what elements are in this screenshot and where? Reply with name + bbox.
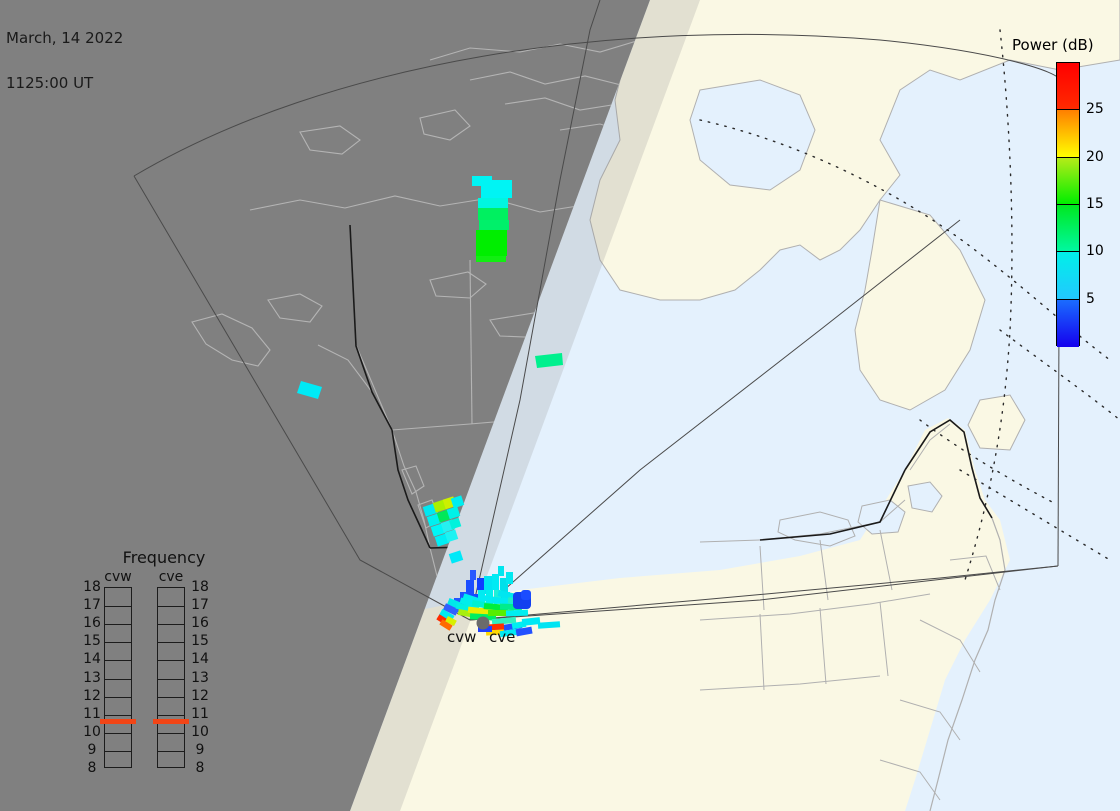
frequency-tick-right-18: 18 <box>191 579 209 595</box>
frequency-gridline-15 <box>105 642 131 644</box>
frequency-gridline-12 <box>105 696 131 698</box>
frequency-tick-left-16: 16 <box>83 615 101 632</box>
power-band-15-20 <box>1057 157 1079 205</box>
frequency-tick-left-10: 10 <box>83 723 101 740</box>
power-legend: Power (dB) 25 20 15 10 5 <box>1012 36 1120 366</box>
day-land-group <box>350 0 1120 811</box>
frequency-tick-right-11: 11 <box>191 705 209 722</box>
frequency-gridline-13 <box>105 678 131 680</box>
frequency-column-label-cve: cve <box>158 569 184 585</box>
frequency-column-label-cvw: cvw <box>104 569 132 585</box>
frequency-gridline-14 <box>158 660 184 662</box>
radar-site-marker <box>476 616 490 630</box>
frequency-gridline-10 <box>105 732 131 734</box>
frequency-tick-right-13: 13 <box>191 669 209 686</box>
frequency-tick-left-12: 12 <box>83 687 101 704</box>
frequency-gridline-10 <box>158 732 184 734</box>
power-tick-10: 10 <box>1086 243 1104 260</box>
power-tick-20: 20 <box>1086 148 1104 165</box>
power-band-20-25 <box>1057 110 1079 158</box>
frequency-tick-right-8: 8 <box>195 760 205 776</box>
frequency-legend: Frequency cvw cve 18 18 17 17 16 16 15 15 14 14 13… <box>83 548 244 780</box>
frequency-gridline-16 <box>158 624 184 626</box>
frequency-tick-left-15: 15 <box>83 633 101 650</box>
frequency-tick-left-14: 14 <box>83 651 101 668</box>
power-band-5-10 <box>1057 252 1079 300</box>
frequency-gridline-15 <box>158 642 184 644</box>
fov-outline <box>133 0 1061 621</box>
timestamp-date: March, 14 2022 <box>6 29 124 47</box>
frequency-gridline-16 <box>105 624 131 626</box>
frequency-gridline-13 <box>158 678 184 680</box>
frequency-tick-right-15: 15 <box>191 633 209 650</box>
frequency-tick-right-16: 16 <box>191 615 209 632</box>
frequency-tick-right-9: 9 <box>195 741 205 758</box>
frequency-gridline-11 <box>105 714 131 716</box>
terminator-band <box>350 0 700 811</box>
frequency-gridline-12 <box>158 696 184 698</box>
power-band-0-5 <box>1057 299 1079 347</box>
power-legend-title: Power (dB) <box>1012 36 1094 54</box>
frequency-tick-left-8: 8 <box>87 760 97 776</box>
frequency-gridline-17 <box>158 606 184 608</box>
frequency-tick-left-13: 13 <box>83 669 101 686</box>
frequency-marker-cvw <box>100 718 136 724</box>
power-tick-25: 25 <box>1086 101 1104 118</box>
power-colorbar <box>1056 62 1080 347</box>
radar-label-cve: cve <box>489 628 516 646</box>
frequency-gridline-17 <box>105 606 131 608</box>
frequency-tick-left-18: 18 <box>83 579 101 595</box>
frequency-tick-left-17: 17 <box>83 597 101 614</box>
frequency-scale-cvw[interactable] <box>104 587 132 768</box>
frequency-gridline-9 <box>105 750 131 752</box>
power-tick-5: 5 <box>1086 290 1095 307</box>
power-band-25-30 <box>1057 63 1079 111</box>
frequency-tick-right-10: 10 <box>191 723 209 740</box>
frequency-gridline-11 <box>158 714 184 716</box>
radar-label-cvw: cvw <box>447 628 477 646</box>
frequency-tick-right-17: 17 <box>191 597 209 614</box>
timestamp: March, 14 2022 1125:00 UT <box>6 1 123 121</box>
day-detail-lines <box>699 419 1006 811</box>
power-band-10-15 <box>1057 204 1079 253</box>
frequency-tick-right-12: 12 <box>191 687 209 704</box>
frequency-legend-title: Frequency <box>122 548 206 567</box>
frequency-tick-left-9: 9 <box>87 741 97 758</box>
frequency-marker-cve <box>153 718 189 724</box>
power-tick-15: 15 <box>1086 196 1104 212</box>
frequency-gridline-9 <box>158 750 184 752</box>
timestamp-time: 1125:00 UT <box>6 74 94 92</box>
frequency-tick-right-14: 14 <box>191 651 209 668</box>
frequency-scale-cve[interactable] <box>157 587 185 768</box>
backscatter-cells <box>297 176 563 638</box>
frequency-gridline-14 <box>105 660 131 662</box>
frequency-tick-left-11: 11 <box>83 705 101 722</box>
